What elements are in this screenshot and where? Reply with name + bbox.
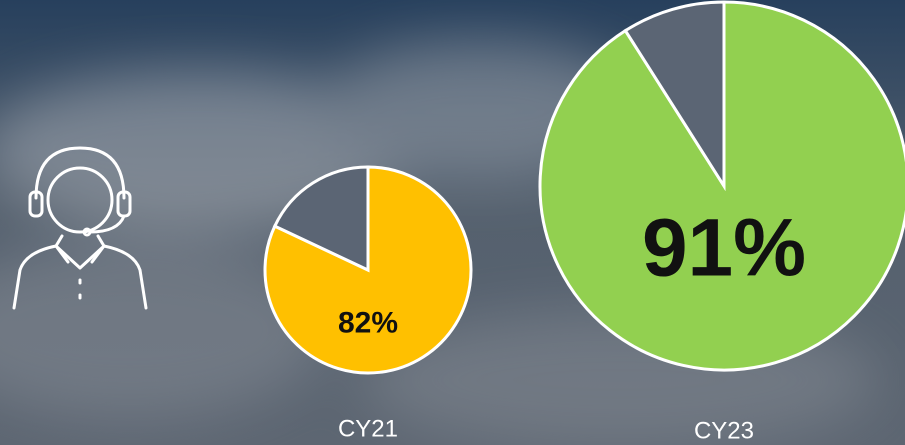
pie-title: CY23 xyxy=(694,417,754,444)
pie-title: CY21 xyxy=(338,415,398,442)
value-label: 91% xyxy=(642,203,806,294)
infographic: 82% CY21 91% CY23 xyxy=(0,0,905,445)
value-label: 82% xyxy=(338,307,398,340)
